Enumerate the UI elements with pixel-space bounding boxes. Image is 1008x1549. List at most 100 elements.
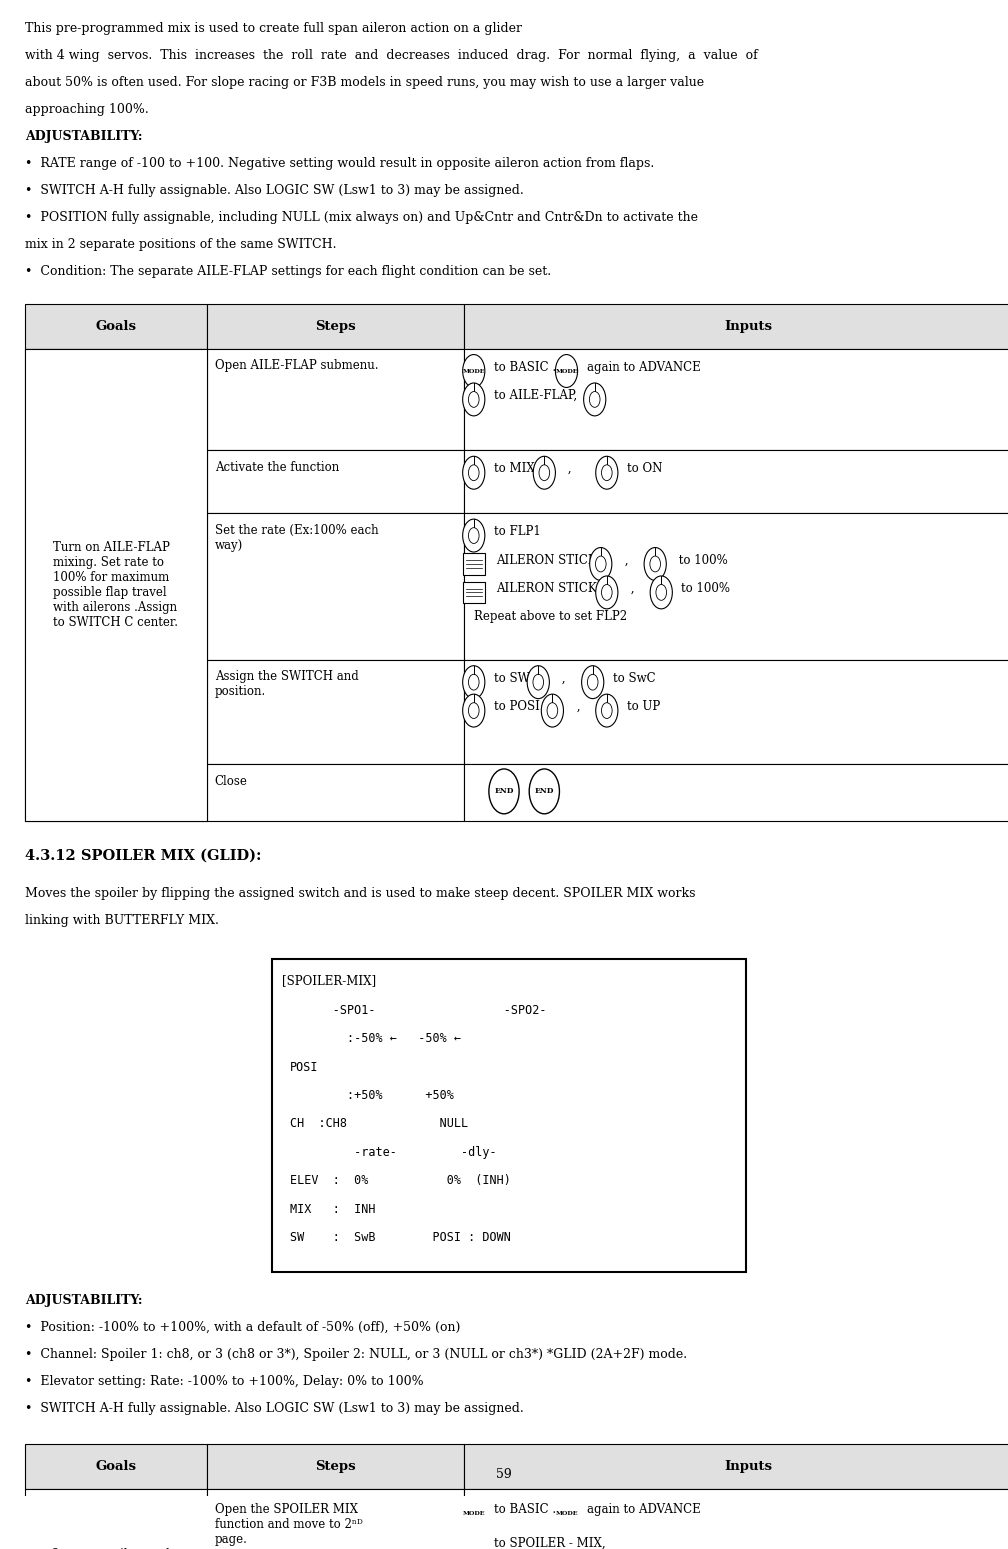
- Circle shape: [602, 584, 612, 601]
- Text: to AILE-FLAP,: to AILE-FLAP,: [494, 389, 577, 401]
- Circle shape: [469, 392, 479, 407]
- Text: [SPOILER-MIX]: [SPOILER-MIX]: [282, 974, 376, 987]
- FancyBboxPatch shape: [25, 660, 207, 765]
- FancyBboxPatch shape: [464, 349, 1008, 451]
- Text: •  Elevator setting: Rate: -100% to +100%, Delay: 0% to 100%: • Elevator setting: Rate: -100% to +100%…: [25, 1376, 423, 1388]
- Circle shape: [650, 576, 672, 609]
- FancyBboxPatch shape: [464, 304, 1008, 349]
- Text: MODE: MODE: [463, 369, 485, 373]
- Text: approaching 100%.: approaching 100%.: [25, 104, 149, 116]
- Text: to SW: to SW: [494, 672, 529, 685]
- FancyBboxPatch shape: [207, 1489, 464, 1549]
- Text: •  RATE range of -100 to +100. Negative setting would result in opposite aileron: • RATE range of -100 to +100. Negative s…: [25, 156, 654, 170]
- FancyBboxPatch shape: [207, 513, 464, 660]
- Text: 4.3.12 SPOILER MIX (GLID):: 4.3.12 SPOILER MIX (GLID):: [25, 849, 262, 863]
- Text: ,: ,: [564, 462, 587, 476]
- Text: CH  :CH8             NULL: CH :CH8 NULL: [290, 1117, 469, 1131]
- Circle shape: [590, 547, 612, 581]
- Circle shape: [469, 465, 479, 480]
- FancyBboxPatch shape: [25, 349, 207, 451]
- FancyBboxPatch shape: [464, 660, 1008, 765]
- Circle shape: [463, 1498, 485, 1530]
- Text: Steps: Steps: [314, 1459, 356, 1473]
- FancyBboxPatch shape: [207, 304, 464, 349]
- Circle shape: [469, 1540, 479, 1549]
- Text: to POSI: to POSI: [494, 700, 540, 713]
- FancyBboxPatch shape: [25, 1489, 207, 1549]
- FancyBboxPatch shape: [463, 553, 485, 575]
- Text: to UP: to UP: [627, 700, 660, 713]
- Circle shape: [529, 768, 559, 813]
- FancyBboxPatch shape: [207, 451, 464, 513]
- Circle shape: [463, 666, 485, 699]
- Text: Steps: Steps: [314, 319, 356, 333]
- Circle shape: [555, 355, 578, 387]
- Text: 59: 59: [496, 1468, 512, 1481]
- Circle shape: [463, 457, 485, 489]
- Circle shape: [489, 768, 519, 813]
- FancyBboxPatch shape: [464, 513, 1008, 660]
- Text: again to ADVANCE: again to ADVANCE: [587, 1504, 701, 1516]
- Text: Goals: Goals: [96, 319, 136, 333]
- Circle shape: [547, 703, 557, 719]
- Text: END: END: [494, 787, 514, 795]
- Text: SW    :  SwB        POSI : DOWN: SW : SwB POSI : DOWN: [290, 1231, 511, 1244]
- Text: with 4 wing  servos.  This  increases  the  roll  rate  and  decreases  induced : with 4 wing servos. This increases the r…: [25, 50, 758, 62]
- Circle shape: [588, 674, 598, 689]
- Text: to SwC: to SwC: [613, 672, 655, 685]
- Text: to FLP1: to FLP1: [494, 525, 540, 538]
- Text: -SPO1-                  -SPO2-: -SPO1- -SPO2-: [290, 1004, 546, 1016]
- FancyBboxPatch shape: [207, 1444, 464, 1489]
- Text: Inputs: Inputs: [725, 1459, 772, 1473]
- Circle shape: [533, 457, 555, 489]
- Text: Turn on AILE-FLAP
mixing. Set rate to
100% for maximum
possible flap travel
with: Turn on AILE-FLAP mixing. Set rate to 10…: [53, 541, 178, 629]
- Text: -rate-         -dly-: -rate- -dly-: [290, 1146, 497, 1159]
- Circle shape: [469, 674, 479, 689]
- FancyBboxPatch shape: [25, 349, 207, 821]
- Text: again to ADVANCE: again to ADVANCE: [587, 361, 701, 373]
- FancyBboxPatch shape: [207, 349, 464, 451]
- Text: ,: ,: [558, 672, 578, 685]
- Text: POSI: POSI: [290, 1061, 319, 1073]
- FancyBboxPatch shape: [25, 1444, 207, 1489]
- Text: END: END: [534, 787, 554, 795]
- Text: Assign the SWITCH and
position.: Assign the SWITCH and position.: [215, 671, 359, 699]
- Text: ,: ,: [573, 700, 592, 713]
- FancyBboxPatch shape: [25, 304, 207, 349]
- Text: ,: ,: [621, 553, 640, 567]
- Circle shape: [602, 703, 612, 719]
- Circle shape: [608, 1530, 630, 1549]
- Circle shape: [463, 519, 485, 551]
- Text: •  Position: -100% to +100%, with a default of -50% (off), +50% (on): • Position: -100% to +100%, with a defau…: [25, 1321, 461, 1334]
- Text: to 100%: to 100%: [681, 582, 731, 595]
- Circle shape: [596, 457, 618, 489]
- Text: Activate the function: Activate the function: [215, 460, 339, 474]
- Circle shape: [463, 1530, 485, 1549]
- Text: ADJUSTABILITY:: ADJUSTABILITY:: [25, 1293, 143, 1307]
- Text: MODE: MODE: [555, 1512, 578, 1516]
- Text: AILERON STICK: AILERON STICK: [496, 582, 604, 595]
- Text: linking with BUTTERFLY MIX.: linking with BUTTERFLY MIX.: [25, 914, 219, 926]
- Text: Inputs: Inputs: [725, 319, 772, 333]
- Circle shape: [650, 556, 660, 572]
- Circle shape: [596, 694, 618, 726]
- Text: Set the rate (Ex:100% each
way): Set the rate (Ex:100% each way): [215, 524, 378, 551]
- FancyBboxPatch shape: [272, 959, 746, 1272]
- FancyBboxPatch shape: [25, 765, 207, 821]
- FancyBboxPatch shape: [463, 582, 485, 603]
- FancyBboxPatch shape: [207, 660, 464, 765]
- Text: •  SWITCH A-H fully assignable. Also LOGIC SW (Lsw1 to 3) may be assigned.: • SWITCH A-H fully assignable. Also LOGI…: [25, 1402, 524, 1414]
- Circle shape: [584, 383, 606, 415]
- Text: :+50%      +50%: :+50% +50%: [290, 1089, 455, 1101]
- Text: :-50% ←   -50% ←: :-50% ← -50% ←: [290, 1032, 462, 1046]
- Text: to SPOILER - MIX,: to SPOILER - MIX,: [494, 1537, 606, 1549]
- Text: MIX   :  INH: MIX : INH: [290, 1202, 376, 1216]
- Text: Open AILE-FLAP submenu.: Open AILE-FLAP submenu.: [215, 359, 378, 372]
- Text: •  POSITION fully assignable, including NULL (mix always on) and Up&Cntr and Cnt: • POSITION fully assignable, including N…: [25, 211, 699, 225]
- Text: Repeat above to set FLP2: Repeat above to set FLP2: [474, 610, 627, 623]
- Text: Close: Close: [215, 774, 248, 788]
- Text: Goals: Goals: [96, 1459, 136, 1473]
- Text: MODE: MODE: [555, 369, 578, 373]
- Circle shape: [463, 355, 485, 387]
- Text: •  SWITCH A-H fully assignable. Also LOGIC SW (Lsw1 to 3) may be assigned.: • SWITCH A-H fully assignable. Also LOGI…: [25, 184, 524, 197]
